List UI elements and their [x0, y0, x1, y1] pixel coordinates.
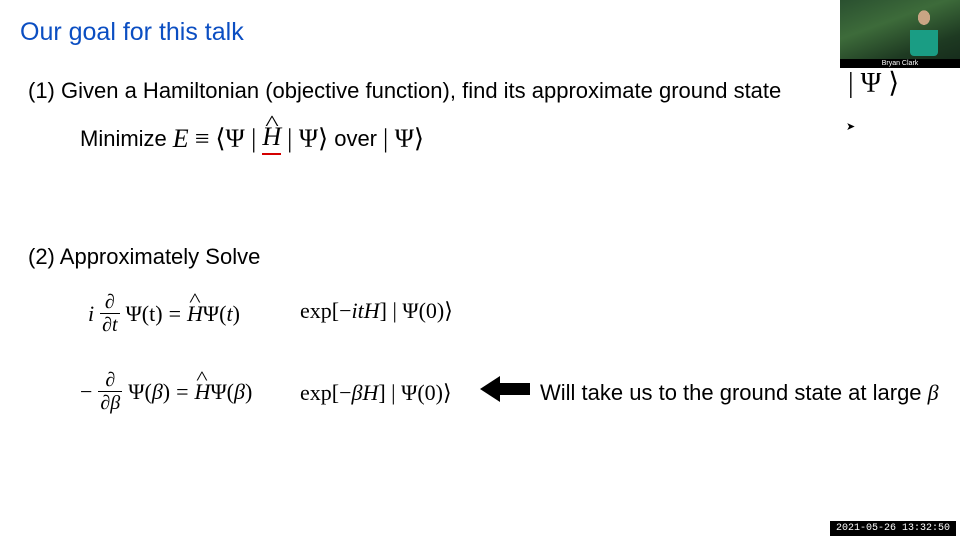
note-beta: β — [928, 380, 939, 405]
partial-den-t: ∂t — [100, 313, 119, 335]
imaginary-time-eq: − ∂ ∂β Ψ(β) = HΨ(β) — [80, 370, 252, 413]
partial-num: ∂ — [103, 292, 117, 313]
schrodinger-time: i ∂ ∂t Ψ(t) = HΨ(t) — [88, 292, 240, 335]
ket-psi: | Ψ⟩ — [287, 124, 328, 154]
equals-2: = — [176, 379, 188, 405]
note-text: Will take us to the ground state at larg… — [540, 380, 928, 405]
presenter-name: Bryan Clark — [840, 59, 960, 68]
goal-1-prefix: (1) Given a Hamiltonian (objective funct… — [28, 78, 781, 104]
slide-title: Our goal for this talk — [20, 18, 244, 47]
over-word: over — [334, 126, 377, 152]
ket-psi-2: | Ψ⟩ — [383, 124, 424, 154]
equals-1: = — [169, 301, 181, 327]
goal-1-text: (1) Given a Hamiltonian (objective funct… — [28, 78, 781, 104]
presenter-webcam: Bryan Clark — [840, 0, 960, 68]
minus-sign: − — [80, 379, 92, 405]
energy-E: E — [173, 124, 189, 154]
goal-1-ket: | Ψ ⟩ — [848, 66, 899, 100]
partial-num-2: ∂ — [103, 370, 117, 391]
mouse-cursor-icon: ➤ — [846, 120, 855, 133]
bra-psi: ⟨Ψ | — [215, 124, 256, 154]
partial-dt: ∂ ∂t — [100, 292, 119, 335]
hamiltonian-H: H — [262, 122, 281, 155]
exp-betaH: exp[−βH] | Ψ(0)⟩ — [300, 380, 452, 406]
ground-state-note: Will take us to the ground state at larg… — [540, 378, 940, 409]
recording-timestamp: 2021-05-26 13:32:50 — [830, 521, 956, 536]
psi-of-t-lhs: Ψ(t) — [126, 301, 163, 327]
arrow-left-icon — [480, 374, 530, 409]
psi-of-beta-lhs: Ψ(β) — [128, 379, 170, 405]
imaginary-i: i — [88, 301, 94, 327]
H-psi-beta: HΨ(β) — [195, 379, 253, 405]
partial-den-beta: ∂β — [98, 391, 122, 413]
minimize-line: Minimize E ≡ ⟨Ψ | H | Ψ⟩ over | Ψ⟩ — [80, 122, 424, 155]
goal-2-text: (2) Approximately Solve — [28, 244, 260, 270]
exp-itH: exp[−itH] | Ψ(0)⟩ — [300, 298, 453, 324]
minimize-word: Minimize — [80, 126, 167, 152]
equiv-sign: ≡ — [195, 124, 210, 154]
partial-dbeta: ∂ ∂β — [98, 370, 122, 413]
H-psi-t: HΨ(t) — [187, 301, 240, 327]
